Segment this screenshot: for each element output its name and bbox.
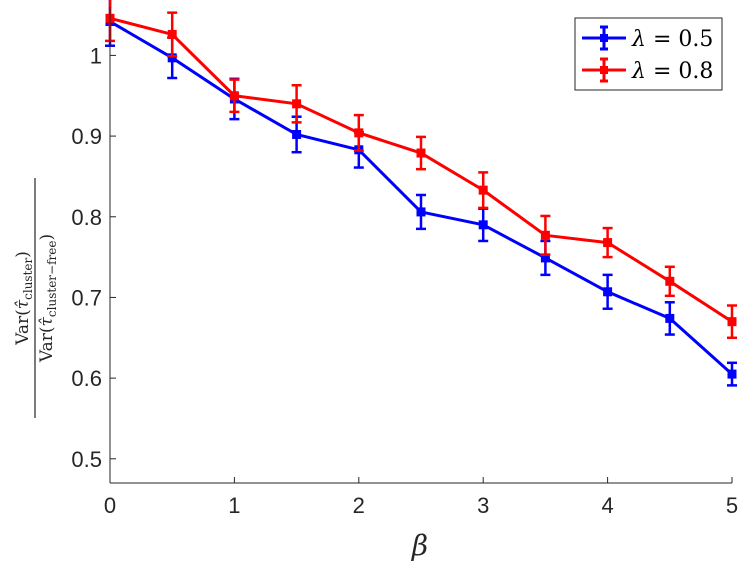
y-axis-label: Var(τ̂cluster) Var(τ̂cluster−free) (13, 178, 59, 418)
data-point (603, 287, 613, 297)
data-point (416, 207, 426, 217)
series-layer (105, 0, 737, 387)
y-tick-label: 0.7 (71, 285, 102, 310)
legend: λ = 0.5 λ = 0.8 (574, 17, 723, 91)
data-point (229, 91, 239, 101)
data-point (478, 220, 488, 230)
x-tick-label: 4 (601, 493, 613, 518)
legend-entry-2: λ = 0.8 (582, 57, 713, 84)
tick-layer: 0 1 2 3 4 5 0.5 0.6 0.7 0.8 0.9 1 (71, 43, 738, 518)
y-tick-label: 0.5 (71, 447, 102, 472)
data-point (540, 253, 550, 263)
data-point (540, 230, 550, 240)
x-tick-label: 0 (104, 493, 116, 518)
legend-label-2: λ = 0.8 (631, 59, 713, 84)
legend-swatch-1-marker (600, 34, 608, 42)
y-axis-label-denominator: Var(τ̂cluster−free) (37, 234, 59, 363)
y-tick-label: 0.6 (71, 366, 102, 391)
y-tick-label: 0.8 (71, 205, 102, 230)
series-2 (105, 0, 737, 340)
data-point (727, 369, 737, 379)
y-tick-label: 1 (90, 43, 102, 68)
data-point (727, 317, 737, 327)
legend-label-1: λ = 0.5 (631, 27, 713, 52)
y-axis-label-numerator: Var(τ̂cluster) (13, 251, 35, 346)
y-tick-label: 0.9 (71, 124, 102, 149)
axes-layer (109, 7, 732, 484)
data-point (603, 238, 613, 248)
legend-box (574, 17, 723, 91)
x-tick-label: 5 (726, 493, 738, 518)
data-point (478, 185, 488, 195)
x-tick-label: 1 (228, 493, 240, 518)
legend-entry-1: λ = 0.5 (582, 25, 713, 52)
x-tick-label: 3 (477, 493, 489, 518)
data-point (416, 148, 426, 158)
data-point (292, 99, 302, 109)
data-point (167, 29, 177, 39)
data-point (665, 313, 675, 323)
data-point (167, 53, 177, 63)
x-tick-label: 2 (353, 493, 365, 518)
legend-swatch-2-marker (600, 66, 608, 74)
data-point (665, 276, 675, 286)
data-point (292, 129, 302, 139)
data-point (354, 128, 364, 138)
x-axis-label: β (411, 529, 428, 562)
